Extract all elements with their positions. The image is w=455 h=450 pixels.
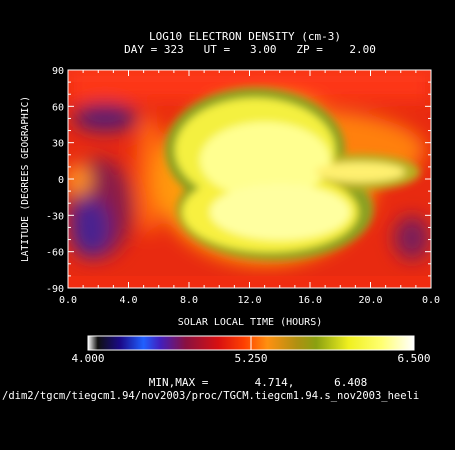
x-axis-label: SOLAR LOCAL TIME (HOURS) [178,317,323,328]
x-axis: 0.0 4.0 8.0 12.0 16.0 20.0 0.0 [59,70,440,306]
x-tick-label: 4.0 [119,295,137,306]
colorbar-max-label: 6.500 [397,352,430,365]
x-tick-label: 8.0 [180,295,198,306]
chart-title: LOG10 ELECTRON DENSITY (cm-3) [149,30,341,43]
x-tick-label: 12.0 [237,295,261,306]
y-axis: 90 60 30 0 -30 -60 -90 [46,66,431,295]
chart-subtitle: DAY = 323 UT = 3.00 ZP = 2.00 [124,43,376,56]
x-tick-label: 16.0 [298,295,322,306]
colorbar-min-label: 4.000 [71,352,104,365]
density-heatmap [68,70,431,288]
y-tick-label: -30 [46,211,64,222]
x-tick-label: 20.0 [358,295,382,306]
y-tick-label: 0 [58,175,64,186]
colorbar-mid-label: 5.250 [234,352,267,365]
y-tick-label: 90 [52,66,64,77]
y-axis-label: LATITUDE (DEGREES GEOGRAPHIC) [20,96,31,262]
min-max-readout: MIN,MAX = 4.714, 6.408 [149,376,368,389]
source-file-path: /dim2/tgcm/tiegcm1.94/nov2003/proc/TGCM.… [2,390,419,402]
y-tick-label: -60 [46,248,64,259]
y-tick-label: 60 [52,102,64,113]
y-tick-label: 30 [52,139,64,150]
x-tick-label: 0.0 [59,295,77,306]
x-tick-label: 0.0 [422,295,440,306]
y-tick-label: -90 [46,284,64,295]
